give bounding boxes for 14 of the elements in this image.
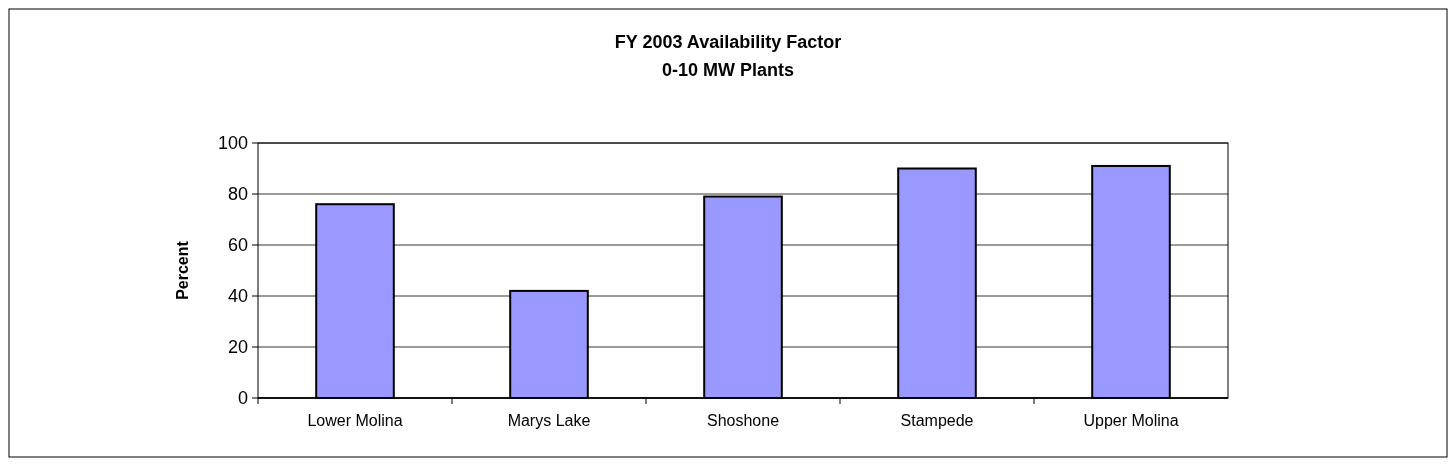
x-tick-label: Shoshone <box>706 412 780 429</box>
y-tick-label: 40 <box>227 286 248 307</box>
x-tick-label: Lower Molina <box>307 412 403 429</box>
y-axis-title: Percent <box>174 240 191 300</box>
chart-title: FY 2003 Availability Factor <box>614 32 842 52</box>
y-tick-label: 80 <box>227 184 248 205</box>
y-tick-label: 0 <box>237 388 248 409</box>
x-tick-label: Upper Molina <box>1083 412 1179 429</box>
y-tick-label: 60 <box>227 235 248 256</box>
x-tick-label: Marys Lake <box>507 412 591 429</box>
y-tick-label: 100 <box>217 133 248 154</box>
y-tick-label: 20 <box>227 337 248 358</box>
x-tick-label: Stampede <box>900 412 974 429</box>
chart-subtitle: 0-10 MW Plants <box>661 60 795 80</box>
